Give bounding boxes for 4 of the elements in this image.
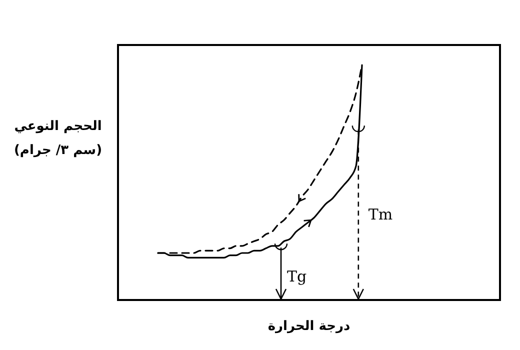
- y-axis-title: الحجم النوعي (سم ٣/ جرام): [14, 119, 102, 158]
- x-axis-title: درجة الحرارة: [268, 319, 350, 334]
- text: Tm: [368, 206, 393, 224]
- annotation: Tg: [287, 268, 308, 286]
